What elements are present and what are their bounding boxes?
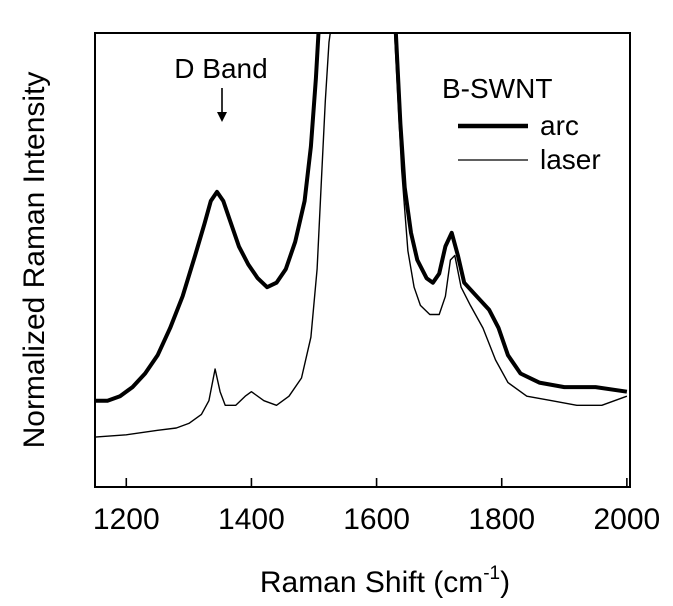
series-layer <box>95 33 628 438</box>
series-line-laser <box>95 33 331 438</box>
x-axis-ticks: 1200 1400 1600 1800 2000 <box>93 478 660 536</box>
x-tick-label: 1800 <box>468 503 535 536</box>
series-line-laser <box>393 33 628 406</box>
x-tick-label: 1200 <box>93 503 160 536</box>
legend-label-laser: laser <box>540 144 601 175</box>
d-band-annotation: D Band <box>174 53 267 84</box>
legend-title: B-SWNT <box>442 73 552 104</box>
d-band-arrow <box>217 88 227 122</box>
series-line-arc <box>95 33 321 403</box>
x-axis-title: Raman Shift (cm-1) <box>260 563 510 599</box>
legend: B-SWNT arc laser <box>442 73 601 175</box>
series-line-arc <box>393 33 628 394</box>
x-tick-label: 1400 <box>218 503 285 536</box>
x-tick-label: 2000 <box>593 503 660 536</box>
plot-frame <box>94 32 631 488</box>
y-axis-title: Normalized Raman Intensity <box>18 72 51 449</box>
x-tick-label: 1600 <box>343 503 410 536</box>
legend-label-arc: arc <box>540 110 579 141</box>
